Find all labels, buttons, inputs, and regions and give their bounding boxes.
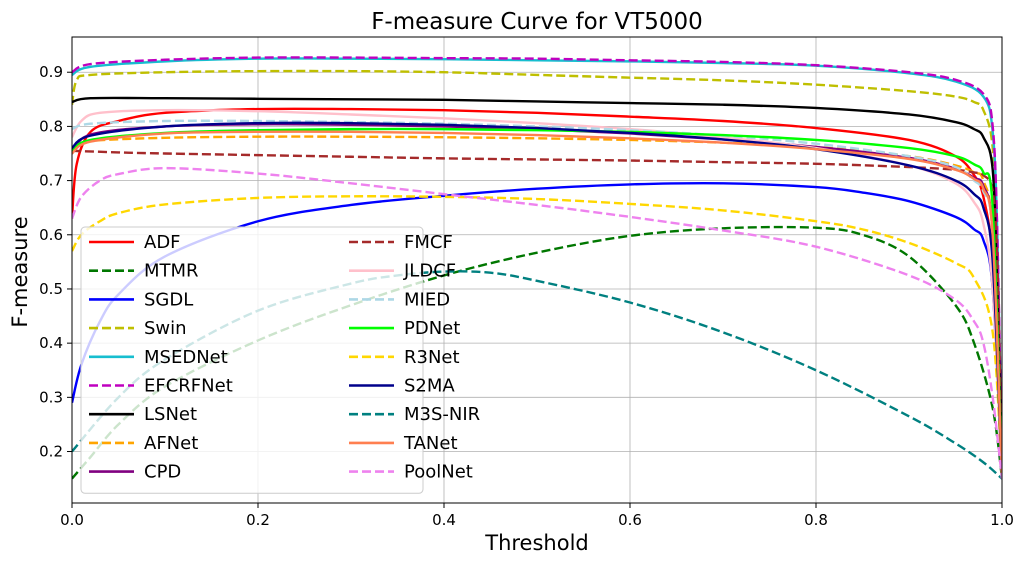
legend-label-sgdl: SGDL <box>144 289 193 310</box>
legend-label-swin: Swin <box>144 318 187 339</box>
x-tick-label: 1.0 <box>990 511 1014 529</box>
legend-label-lsnet: LSNet <box>144 404 197 425</box>
axis-ticks: 0.0 0.2 0.4 0.6 0.8 1.0 0.2 0.3 0.4 0.5 0.6 0.7 0.8 0… <box>39 63 1014 529</box>
legend-label-efcrfnet: EFCRFNet <box>144 376 233 397</box>
x-tick-label: 0.8 <box>804 511 828 529</box>
series-line-poolnet <box>72 166 1002 479</box>
legend-label-adf: ADF <box>144 232 181 253</box>
legend-label-cpd: CPD <box>144 462 181 483</box>
legend-label-jldcf: JLDCF <box>403 261 456 282</box>
series-line-lsnet <box>72 96 1002 479</box>
legend-label-mtmr: MTMR <box>144 261 199 282</box>
y-tick-label: 0.7 <box>39 172 63 190</box>
legend-label-s2ma: S2MA <box>404 376 455 397</box>
chart-title: F-measure Curve for VT5000 <box>371 9 703 35</box>
series-line-s2ma <box>72 121 1002 479</box>
legend-box <box>80 226 424 494</box>
legend: ADF MTMR SGDL Swin MSEDNet EFCRFNet LSNet AFNet… <box>80 226 480 494</box>
x-tick-label: 0.4 <box>432 511 456 529</box>
series-line-efcrfnet <box>72 56 1002 479</box>
y-tick-label: 0.3 <box>39 388 63 406</box>
x-tick-label: 0.0 <box>60 511 84 529</box>
legend-label-mied: MIED <box>404 289 450 310</box>
y-tick-label: 0.6 <box>39 226 63 244</box>
series-line-swin <box>72 69 1002 479</box>
plot-frame <box>71 36 1003 504</box>
y-tick-label: 0.2 <box>39 443 63 461</box>
legend-label-pdnet: PDNet <box>404 318 460 339</box>
legend-label-tanet: TANet <box>403 433 458 454</box>
legend-label-afnet: AFNet <box>144 433 198 454</box>
y-tick-label: 0.8 <box>39 117 63 135</box>
legend-label-msednet: MSEDNet <box>144 347 228 368</box>
x-axis-title: Threshold <box>484 531 589 555</box>
series-line-r3net <box>72 195 1002 479</box>
x-tick-label: 0.2 <box>246 511 270 529</box>
legend-label-m3s-nir: M3S-NIR <box>404 404 480 425</box>
series-line-tanet <box>72 130 1002 479</box>
y-tick-label: 0.5 <box>39 280 63 298</box>
x-tick-label: 0.6 <box>618 511 642 529</box>
legend-label-poolnet: PoolNet <box>404 462 473 483</box>
series-line-adf <box>72 107 1002 479</box>
legend-label-fmcf: FMCF <box>404 232 453 253</box>
y-tick-label: 0.4 <box>39 334 63 352</box>
y-tick-label: 0.9 <box>39 63 63 81</box>
series-line-pdnet <box>72 127 1002 479</box>
series-lines <box>72 56 1002 480</box>
y-axis-title: F-measure <box>8 216 32 327</box>
legend-label-r3net: R3Net <box>404 347 460 368</box>
